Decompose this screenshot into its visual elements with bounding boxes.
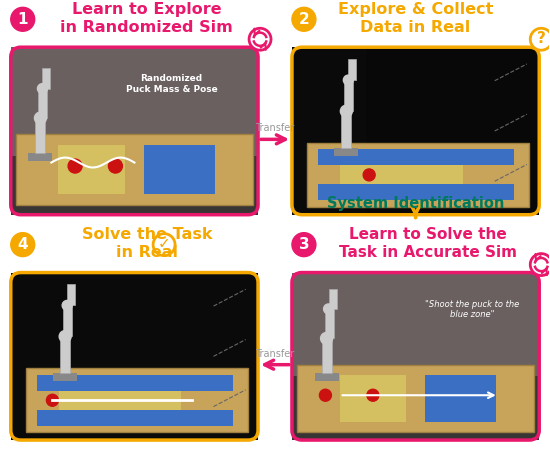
- Text: "Shoot the puck to the
blue zone": "Shoot the puck to the blue zone": [425, 300, 520, 319]
- Bar: [16, 134, 253, 205]
- Text: in Real: in Real: [116, 245, 178, 260]
- Text: Transfer: Transfer: [255, 123, 295, 134]
- Text: 4: 4: [18, 237, 28, 252]
- Bar: [292, 273, 539, 440]
- Bar: [318, 184, 514, 201]
- Bar: [322, 338, 332, 373]
- Circle shape: [340, 105, 353, 117]
- Bar: [315, 373, 339, 382]
- Bar: [348, 59, 356, 80]
- Circle shape: [530, 28, 550, 50]
- Circle shape: [35, 112, 46, 124]
- Bar: [37, 410, 233, 426]
- Circle shape: [530, 254, 550, 275]
- Text: Task in Accurate Sim: Task in Accurate Sim: [339, 245, 517, 260]
- Circle shape: [153, 234, 175, 255]
- Bar: [39, 89, 47, 118]
- Text: Data in Real: Data in Real: [360, 20, 471, 35]
- Bar: [37, 375, 233, 391]
- Text: Randomized
Puck Mass & Pose: Randomized Puck Mass & Pose: [125, 74, 217, 94]
- Circle shape: [323, 304, 333, 314]
- Bar: [340, 165, 463, 184]
- Bar: [344, 80, 353, 111]
- Text: Learn to Solve the: Learn to Solve the: [349, 227, 507, 242]
- Bar: [11, 47, 258, 156]
- Circle shape: [292, 7, 316, 31]
- Circle shape: [59, 330, 71, 342]
- Text: ✓: ✓: [158, 236, 170, 251]
- Text: in Randomized Sim: in Randomized Sim: [60, 20, 233, 35]
- Circle shape: [367, 389, 379, 401]
- Bar: [425, 375, 496, 422]
- Circle shape: [249, 28, 271, 50]
- Circle shape: [363, 169, 375, 181]
- Bar: [53, 373, 77, 382]
- Circle shape: [11, 233, 35, 256]
- Text: Solve the Task: Solve the Task: [81, 227, 212, 242]
- Circle shape: [343, 75, 353, 85]
- Circle shape: [37, 84, 47, 94]
- Bar: [11, 47, 258, 215]
- Bar: [42, 68, 51, 89]
- Text: 1: 1: [18, 12, 28, 27]
- Bar: [144, 145, 215, 194]
- Circle shape: [46, 394, 58, 406]
- Bar: [292, 273, 539, 377]
- Text: Transfer: Transfer: [255, 349, 295, 359]
- Bar: [11, 273, 258, 440]
- Bar: [60, 336, 70, 373]
- Text: Learn to Explore: Learn to Explore: [72, 2, 222, 17]
- Bar: [29, 153, 52, 161]
- Circle shape: [320, 389, 332, 401]
- Bar: [318, 149, 514, 165]
- Circle shape: [292, 233, 316, 256]
- Bar: [26, 368, 248, 432]
- Circle shape: [62, 300, 72, 310]
- Bar: [58, 145, 125, 194]
- Text: ?: ?: [537, 31, 546, 46]
- Bar: [292, 47, 539, 215]
- Bar: [340, 375, 406, 422]
- Circle shape: [11, 7, 35, 31]
- Text: 2: 2: [299, 12, 309, 27]
- Circle shape: [108, 159, 123, 173]
- Bar: [366, 47, 539, 215]
- Bar: [59, 391, 182, 410]
- Text: Explore & Collect: Explore & Collect: [338, 2, 493, 17]
- Bar: [297, 365, 534, 432]
- Bar: [307, 143, 529, 207]
- Bar: [324, 309, 333, 338]
- Circle shape: [321, 333, 333, 344]
- Text: System Identification: System Identification: [327, 196, 504, 211]
- Bar: [334, 148, 358, 156]
- Bar: [342, 111, 351, 148]
- Bar: [67, 284, 75, 305]
- Text: 3: 3: [299, 237, 309, 252]
- Circle shape: [68, 159, 82, 173]
- Bar: [63, 305, 72, 336]
- Bar: [35, 118, 46, 153]
- Bar: [328, 289, 337, 309]
